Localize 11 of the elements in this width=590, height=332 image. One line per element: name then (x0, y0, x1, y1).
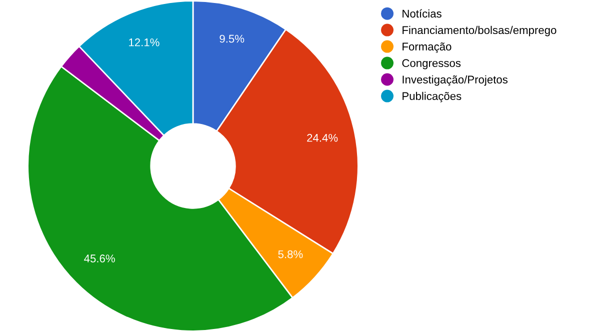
data-label: 12.1% (129, 38, 160, 46)
data-label: 45.6% (84, 254, 115, 262)
data-label: 24.4% (307, 134, 338, 142)
legend-label: Publicações (402, 92, 462, 102)
data-label: 5.8% (278, 250, 303, 258)
legend-label: Investigação/Projetos (402, 75, 508, 86)
legend-label: Formação (402, 42, 452, 53)
legend-label: Notícias (402, 9, 442, 18)
data-label: 9.5% (220, 34, 244, 43)
legend-label: Congressos (402, 59, 461, 70)
legend-label: Financiamento/bolsas/emprego (402, 26, 556, 36)
